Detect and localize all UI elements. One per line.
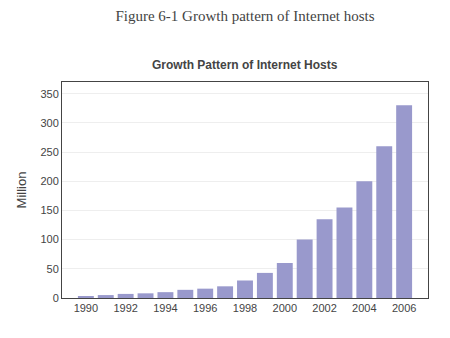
svg-text:Growth Pattern of Internet Hos: Growth Pattern of Internet Hosts bbox=[152, 58, 338, 72]
svg-text:100: 100 bbox=[40, 233, 58, 245]
svg-text:2000: 2000 bbox=[273, 302, 297, 314]
svg-text:1992: 1992 bbox=[113, 302, 137, 314]
svg-text:2004: 2004 bbox=[352, 302, 376, 314]
svg-text:1996: 1996 bbox=[193, 302, 217, 314]
svg-text:350: 350 bbox=[40, 88, 58, 100]
svg-text:150: 150 bbox=[40, 204, 58, 216]
svg-text:Million: Million bbox=[14, 172, 29, 209]
svg-text:1990: 1990 bbox=[74, 302, 98, 314]
svg-text:300: 300 bbox=[40, 117, 58, 129]
svg-text:Figure 6-1 Growth pattern of I: Figure 6-1 Growth pattern of Internet ho… bbox=[115, 8, 374, 24]
svg-text:0: 0 bbox=[53, 292, 59, 304]
svg-text:250: 250 bbox=[40, 146, 58, 158]
svg-text:50: 50 bbox=[47, 263, 59, 275]
svg-text:2006: 2006 bbox=[392, 302, 416, 314]
svg-text:1994: 1994 bbox=[153, 302, 177, 314]
svg-text:2002: 2002 bbox=[312, 302, 336, 314]
svg-text:1998: 1998 bbox=[233, 302, 257, 314]
svg-text:200: 200 bbox=[40, 175, 58, 187]
